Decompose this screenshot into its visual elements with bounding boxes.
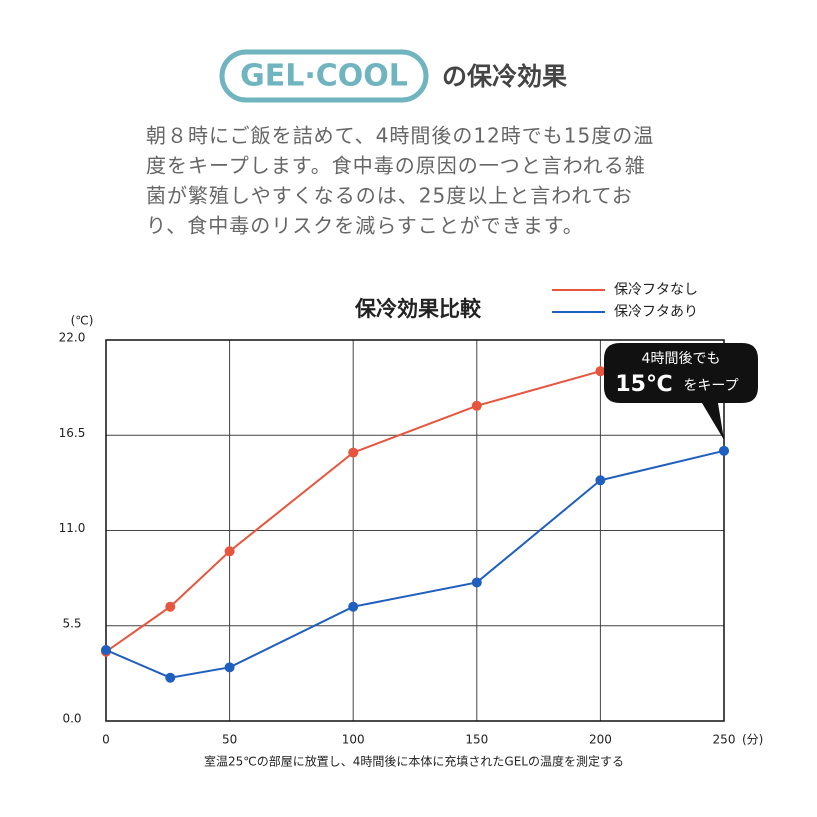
description-line: 度をキープします。食中毒の原因の一つと言われる雑 bbox=[146, 154, 646, 178]
plot-border bbox=[105, 339, 725, 722]
logo-pill bbox=[219, 49, 429, 103]
callout bbox=[604, 343, 758, 440]
y-tick-label: 16.5 bbox=[59, 426, 86, 440]
x-axis-label: (分) bbox=[742, 733, 763, 747]
y-axis-label: (℃) bbox=[71, 314, 94, 328]
description-line: 朝８時にご飯を詰めて、4時間後の12時でも15度の温 bbox=[146, 124, 654, 148]
y-tick-label: 5.5 bbox=[62, 616, 81, 630]
y-tick-label: 11.0 bbox=[59, 521, 86, 535]
data-point bbox=[224, 546, 235, 557]
annotation: 4時間後でも bbox=[642, 351, 721, 367]
chart-title: 保冷効果比較 bbox=[354, 297, 482, 321]
data-point bbox=[595, 366, 606, 377]
y-tick-label: 0.0 bbox=[62, 712, 81, 726]
data-point bbox=[165, 601, 176, 612]
description-line: 菌が繁殖しやすくなるのは、25度以上と言われてお bbox=[146, 184, 633, 208]
x-tick-label: 100 bbox=[342, 733, 365, 747]
data-point bbox=[595, 475, 606, 486]
series-line bbox=[105, 449, 725, 679]
y-tick-label: 22.0 bbox=[59, 331, 86, 345]
plot: 0.0 5.5 11.0 16.5 22.0 0 50 100 150 200 250 bbox=[59, 331, 736, 747]
data-point bbox=[348, 447, 359, 458]
x-tick-label: 50 bbox=[222, 733, 237, 747]
data-point bbox=[348, 601, 359, 612]
series-line bbox=[105, 370, 601, 653]
x-tick-label: 200 bbox=[589, 733, 612, 747]
heading: の保冷効果 bbox=[442, 62, 567, 91]
data-point bbox=[719, 445, 729, 456]
description-line: り、食中毒のリスクを減らすことができます。 bbox=[146, 214, 584, 238]
note: 室温25℃の部屋に放置し、4時間後に本体に充填されたGELの温度を測定する bbox=[204, 754, 624, 769]
annotation: をキープ bbox=[683, 378, 738, 394]
legend-label: 保冷フタあり bbox=[614, 304, 698, 320]
x-tick-label: 250 bbox=[713, 733, 736, 747]
data-point bbox=[165, 672, 176, 683]
data-point bbox=[471, 400, 482, 411]
data-point bbox=[224, 662, 235, 673]
legend-label: 保冷フタなし bbox=[614, 282, 698, 298]
data-point bbox=[471, 577, 482, 588]
data-point bbox=[101, 644, 111, 655]
annotation: 15℃ bbox=[615, 372, 672, 397]
logo: GEL·COOL bbox=[240, 59, 408, 94]
x-tick-label: 0 bbox=[102, 733, 110, 747]
x-tick-label: 150 bbox=[465, 733, 488, 747]
